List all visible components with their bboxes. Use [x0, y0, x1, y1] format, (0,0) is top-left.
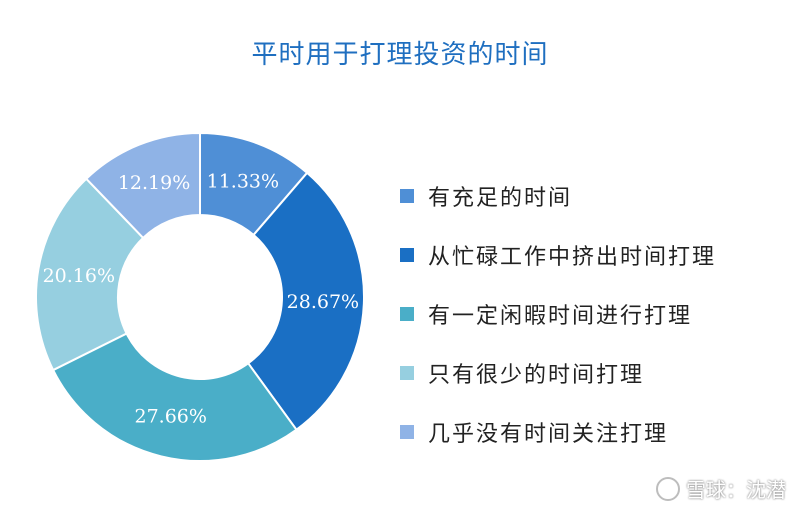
- legend-item-1: 有充足的时间: [400, 166, 716, 225]
- legend-swatch: [400, 306, 414, 321]
- legend-item-3: 有一定闲暇时间进行打理: [400, 284, 716, 343]
- slice-value-label-4: 20.16%: [43, 265, 115, 287]
- legend-swatch: [400, 365, 414, 380]
- donut-slice-2: [246, 171, 365, 432]
- donut-slice-3: [51, 332, 298, 462]
- slice-value-label-1: 11.33%: [207, 171, 279, 193]
- legend-label: 从忙碌工作中挤出时间打理: [428, 244, 717, 270]
- slice-value-label-3: 27.66%: [134, 405, 206, 427]
- slice-value-label-2: 28.67%: [287, 291, 359, 313]
- legend-label: 有充足的时间: [428, 185, 573, 211]
- legend-label: 几乎没有时间关注打理: [428, 421, 669, 447]
- legend-item-5: 几乎没有时间关注打理: [400, 402, 716, 461]
- legend-item-2: 从忙碌工作中挤出时间打理: [400, 225, 716, 284]
- legend-label: 只有很少的时间打理: [428, 362, 645, 388]
- donut-slice-5: [84, 131, 201, 240]
- legend-swatch: [400, 188, 414, 203]
- donut-slice-4: [35, 177, 145, 372]
- legend-item-4: 只有很少的时间打理: [400, 343, 716, 402]
- watermark: 雪球：沈潜: [656, 474, 786, 503]
- legend-label: 有一定闲暇时间进行打理: [428, 303, 693, 329]
- watermark-text: 雪球：沈潜: [686, 478, 786, 502]
- legend-swatch: [400, 424, 414, 439]
- slice-value-label-5: 12.19%: [118, 172, 190, 194]
- chart-legend: 有充足的时间从忙碌工作中挤出时间打理 有一定闲暇时间进行打理 只有很少的时间打理 几乎…: [400, 166, 716, 461]
- chart-title: 平时用于打理投资的时间: [251, 40, 549, 70]
- snowball-logo-icon: [656, 476, 680, 501]
- legend-swatch: [400, 247, 414, 262]
